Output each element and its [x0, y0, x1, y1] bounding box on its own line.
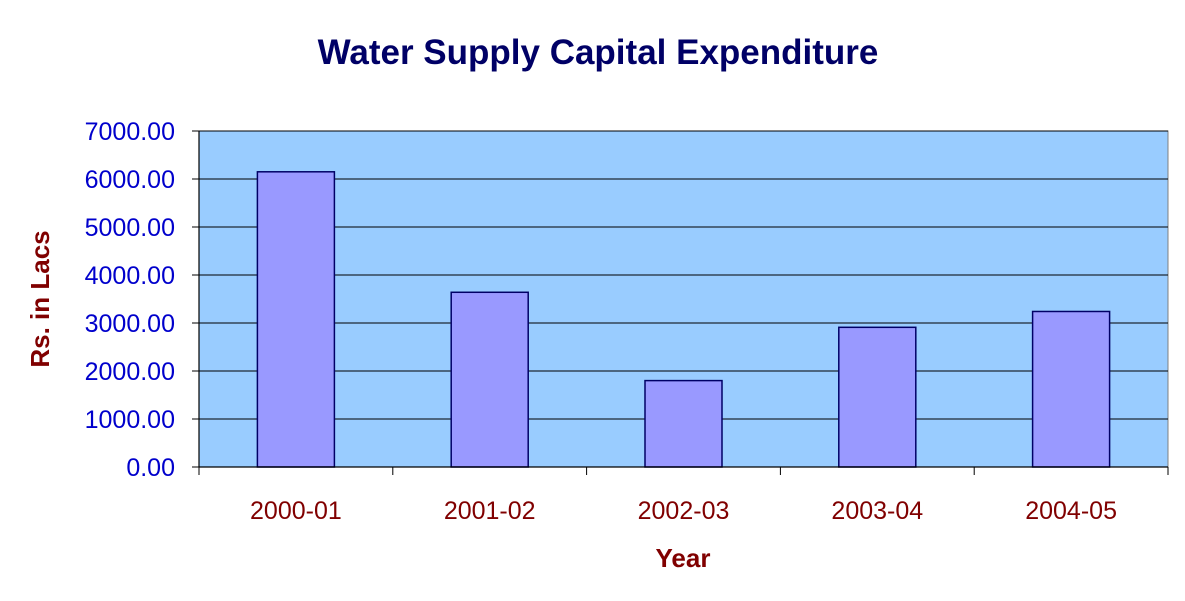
bar-2002-03	[644, 379, 723, 468]
y-tick-label: 3000.00	[85, 310, 175, 338]
axes	[198, 131, 1168, 468]
bar-2004-05	[1031, 310, 1111, 468]
bar-2000-01	[256, 171, 336, 468]
y-axis-label: Rs. in Lacs	[25, 230, 55, 367]
y-tick-label: 6000.00	[85, 166, 175, 194]
bar-2001-02	[450, 291, 529, 468]
y-tick-labels: 0.00 1000.00 2000.00 3000.00 4000.00 5000.00 6…	[85, 118, 199, 482]
y-tick-label: 4000.00	[85, 262, 175, 290]
x-tick-label: 2004-05	[1025, 497, 1117, 525]
y-tick-label: 0.00	[126, 454, 175, 482]
x-tick-label: 2003-04	[831, 497, 923, 525]
x-tick-label: 2001-02	[444, 497, 536, 525]
bars	[256, 171, 1111, 468]
y-tick-label: 2000.00	[85, 358, 175, 386]
x-tick-label: 2002-03	[638, 497, 730, 525]
chart-title: Water Supply Capital Expenditure	[318, 33, 879, 72]
gridlines	[199, 130, 1168, 420]
x-tick-label: 2000-01	[250, 497, 342, 525]
y-tick-label: 7000.00	[85, 118, 175, 146]
x-tick-labels: 2000-01 2001-02 2002-03 2003-04 2004-05	[198, 467, 1169, 525]
y-tick-label: 5000.00	[85, 214, 175, 242]
bar-2003-04	[838, 326, 917, 468]
y-tick-label: 1000.00	[85, 406, 175, 434]
x-axis-label: Year	[656, 543, 711, 573]
